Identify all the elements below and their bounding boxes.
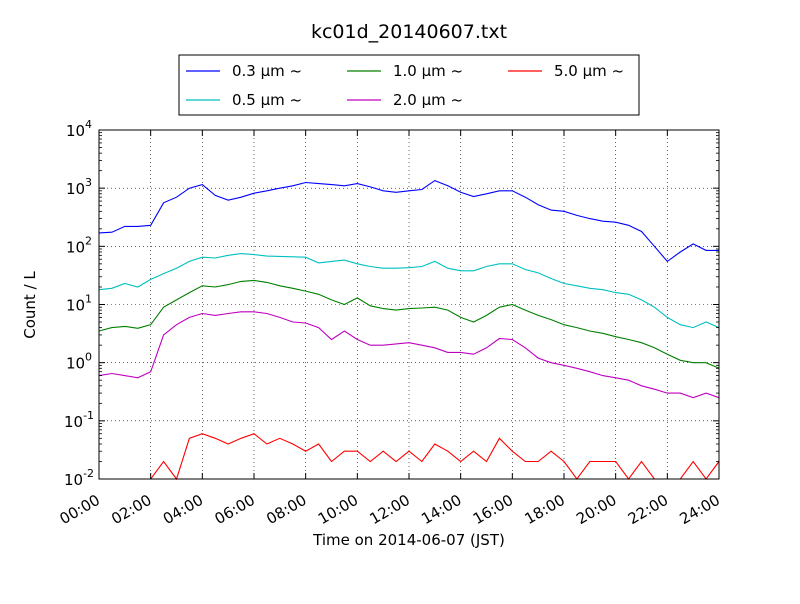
x-tick-label: 08:00 [263,491,309,528]
series-line-4 [99,434,719,479]
legend-label: 1.0 μm ~ [393,62,463,80]
x-tick-label: 20:00 [573,491,619,528]
y-tick-label: 10-2 [64,467,94,489]
y-axis-label: Count / L [21,271,39,339]
legend-label: 0.3 μm ~ [232,62,302,80]
legend-label: 5.0 μm ~ [554,62,624,80]
legend: 0.3 μm ~ 0.5 μm ~ 1.0 μm ~ 2.0 μm ~ 5.0 μm ~ [179,55,639,115]
grid [99,130,719,479]
x-tick-label: 04:00 [160,491,206,528]
y-tick-label: 102 [66,234,92,256]
x-tick-label: 24:00 [677,491,723,528]
x-tick-label: 18:00 [522,491,568,528]
x-tick-label: 06:00 [212,491,258,528]
chart-title: kc01d_20140607.txt [311,21,507,43]
x-tick-label: 22:00 [625,491,671,528]
y-tick-label: 101 [66,293,92,315]
x-tick-label: 12:00 [367,491,413,528]
x-tick-label: 00:00 [57,491,103,528]
y-tick-label: 100 [66,351,92,373]
x-tick-label: 16:00 [470,491,516,528]
legend-label: 0.5 μm ~ [232,91,302,109]
x-tick-label: 02:00 [108,491,154,528]
x-axis-label: Time on 2014-06-07 (JST) [312,531,505,549]
legend-label: 2.0 μm ~ [393,91,463,109]
y-tick-label: 10-1 [64,409,94,431]
x-tick-label: 14:00 [418,491,464,528]
x-tick-label: 10:00 [315,491,361,528]
y-tick-label: 104 [66,118,92,140]
series-line-0 [99,181,719,262]
y-tick-label: 103 [66,176,92,198]
